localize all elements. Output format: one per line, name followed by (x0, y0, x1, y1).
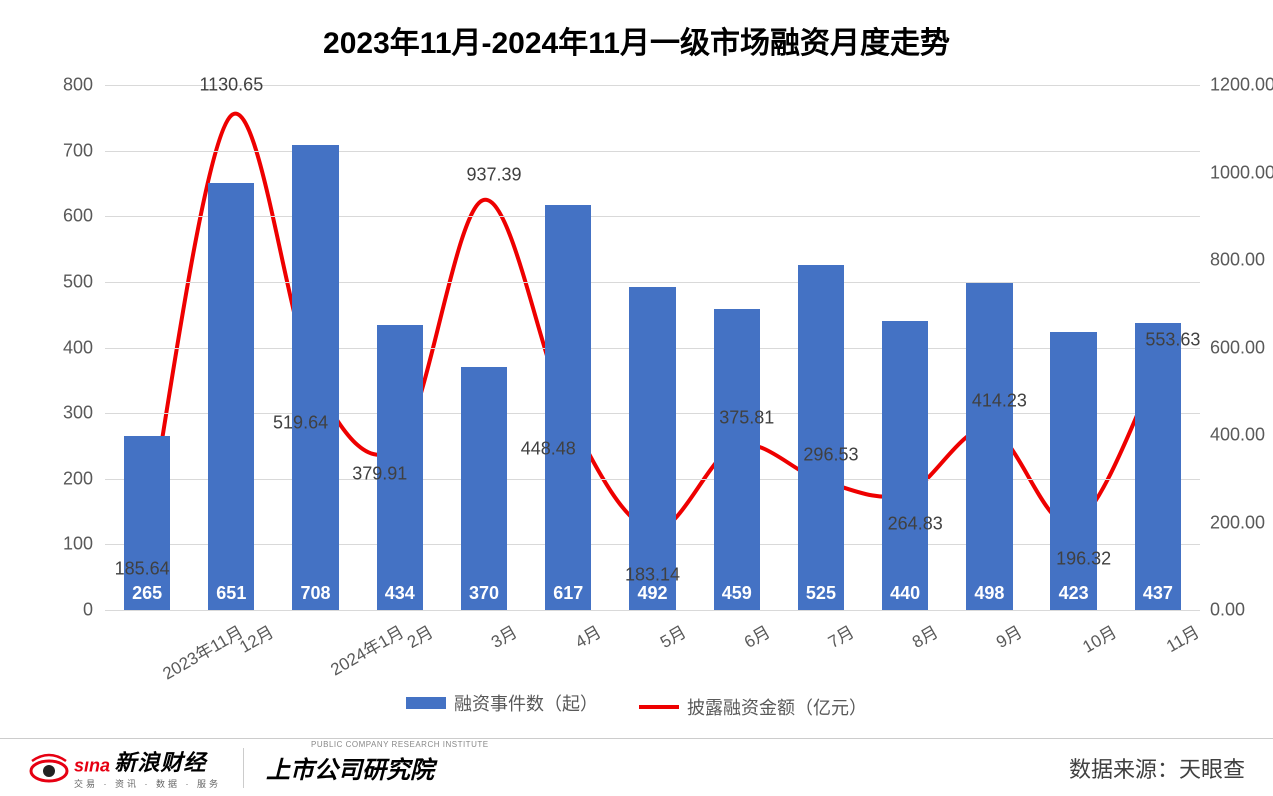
y-right-tick-label: 1000.00 (1210, 162, 1273, 183)
bar-value-label: 370 (461, 583, 507, 604)
research-logo-sub: PUBLIC COMPANY RESEARCH INSTITUTE (311, 740, 489, 749)
line-value-label: 553.63 (1145, 329, 1200, 350)
legend-item-bars: 融资事件数（起） (406, 690, 598, 716)
x-tick-label: 8月 (907, 618, 942, 653)
legend-label-line: 披露融资金额（亿元） (687, 694, 867, 720)
line-value-label: 519.64 (273, 412, 328, 433)
bar: 437 (1135, 323, 1181, 610)
legend-label-bars: 融资事件数（起） (454, 690, 598, 716)
x-tick-label: 9月 (991, 618, 1026, 653)
legend-swatch-line (639, 705, 679, 709)
bar: 525 (798, 265, 844, 610)
bar: 370 (461, 367, 507, 610)
bar-value-label: 434 (377, 583, 423, 604)
bar-value-label: 440 (882, 583, 928, 604)
data-source: 数据来源：天眼查 (1069, 752, 1245, 784)
bar: 492 (629, 287, 675, 610)
gridline (105, 610, 1200, 611)
bar: 617 (545, 205, 591, 610)
x-tick-label: 3月 (486, 618, 521, 653)
line-value-label: 196.32 (1056, 549, 1111, 570)
bar-value-label: 437 (1135, 583, 1181, 604)
line-value-label: 1130.65 (199, 75, 263, 96)
y-left-tick-label: 200 (63, 468, 93, 489)
x-tick-label: 7月 (822, 618, 857, 653)
line-value-label: 185.64 (115, 558, 170, 579)
bar-value-label: 492 (629, 583, 675, 604)
x-tick-label: 2023年11月 (157, 618, 247, 684)
y-left-tick-label: 300 (63, 403, 93, 424)
bar: 440 (882, 321, 928, 610)
y-right-tick-label: 0.00 (1210, 600, 1245, 621)
x-tick-label: 5月 (654, 618, 689, 653)
sina-logo-main: 新浪财经 (114, 750, 206, 775)
research-logo-main: 上市公司研究院 (266, 757, 434, 784)
bar-value-label: 708 (292, 583, 338, 604)
y-left-tick-label: 700 (63, 140, 93, 161)
sina-eye-icon (28, 753, 70, 783)
line-value-label: 937.39 (467, 164, 522, 185)
chart-plot-area: 265 651 708 434 370 617 492 459 525 440 498 423 437 (105, 85, 1200, 610)
chart-title: 2023年11月-2024年11月一级市场融资月度走势 (0, 0, 1273, 62)
gridline (105, 216, 1200, 217)
gridline (105, 282, 1200, 283)
legend-item-line: 披露融资金额（亿元） (639, 694, 867, 720)
x-tick-label: 10月 (1076, 618, 1120, 658)
gridline (105, 85, 1200, 86)
sina-brand: sına (74, 755, 110, 775)
line-value-label: 264.83 (888, 514, 943, 535)
research-logo: PUBLIC COMPANY RESEARCH INSTITUTE 上市公司研究… (266, 750, 434, 785)
sina-logo: sına 新浪财经 交易 · 资讯 · 数据 · 服务 (28, 745, 221, 790)
x-tick-label: 11月 (1161, 618, 1204, 657)
line-value-label: 183.14 (625, 564, 680, 585)
y-left-tick-label: 0 (83, 600, 93, 621)
y-left-tick-label: 400 (63, 337, 93, 358)
x-tick-label: 12月 (234, 618, 278, 658)
sina-logo-sub: 交易 · 资讯 · 数据 · 服务 (74, 777, 221, 790)
y-left-tick-label: 500 (63, 271, 93, 292)
line-value-label: 414.23 (972, 390, 1027, 411)
y-right-tick-label: 400.00 (1210, 425, 1265, 446)
x-tick-label: 6月 (738, 618, 773, 653)
bar-value-label: 459 (714, 583, 760, 604)
y-right-tick-label: 1200.00 (1210, 75, 1273, 96)
x-tick-label: 2024年1月 (324, 618, 407, 680)
bar-value-label: 498 (966, 583, 1012, 604)
footer: sına 新浪财经 交易 · 资讯 · 数据 · 服务 PUBLIC COMPA… (0, 738, 1273, 796)
bar: 498 (966, 283, 1012, 610)
bar-value-label: 265 (124, 583, 170, 604)
bar-value-label: 423 (1050, 583, 1096, 604)
x-tick-label: 2月 (401, 618, 436, 653)
bar: 459 (714, 309, 760, 610)
bar: 651 (208, 183, 254, 610)
bar-value-label: 525 (798, 583, 844, 604)
y-left-tick-label: 100 (63, 534, 93, 555)
gridline (105, 151, 1200, 152)
y-left-tick-label: 800 (63, 75, 93, 96)
y-left-tick-label: 600 (63, 206, 93, 227)
x-tick-label: 4月 (570, 618, 605, 653)
bar: 708 (292, 145, 338, 610)
line-value-label: 296.53 (803, 445, 858, 466)
legend-swatch-bar (406, 697, 446, 709)
legend: 融资事件数（起） 披露融资金额（亿元） (0, 690, 1273, 720)
line-value-label: 375.81 (719, 407, 774, 428)
line-value-label: 379.91 (352, 463, 407, 484)
footer-divider (243, 748, 244, 788)
y-right-tick-label: 600.00 (1210, 337, 1265, 358)
bar: 265 (124, 436, 170, 610)
bar-value-label: 651 (208, 583, 254, 604)
y-right-tick-label: 200.00 (1210, 512, 1265, 533)
y-right-tick-label: 800.00 (1210, 250, 1265, 271)
line-value-label: 448.48 (521, 438, 576, 459)
bar-value-label: 617 (545, 583, 591, 604)
